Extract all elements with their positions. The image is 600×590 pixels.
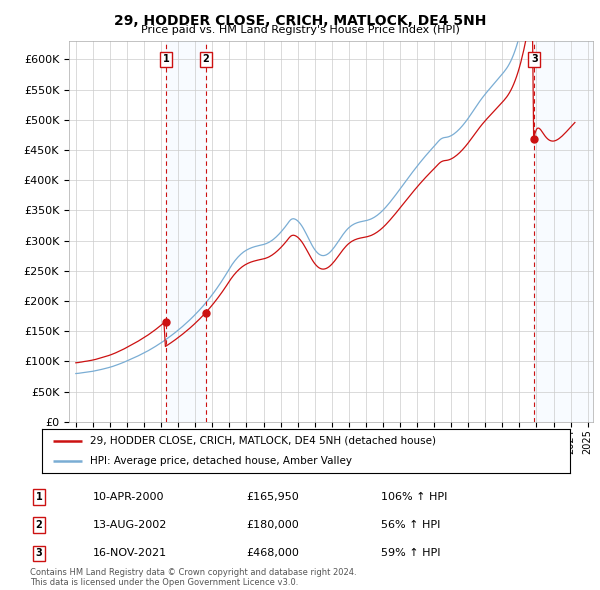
Text: 2: 2 bbox=[35, 520, 43, 530]
Text: 1: 1 bbox=[35, 492, 43, 502]
Text: 3: 3 bbox=[531, 54, 538, 64]
Text: 13-AUG-2002: 13-AUG-2002 bbox=[93, 520, 167, 530]
Text: 29, HODDER CLOSE, CRICH, MATLOCK, DE4 5NH (detached house): 29, HODDER CLOSE, CRICH, MATLOCK, DE4 5N… bbox=[89, 436, 436, 446]
Text: 2: 2 bbox=[202, 54, 209, 64]
Text: 29, HODDER CLOSE, CRICH, MATLOCK, DE4 5NH: 29, HODDER CLOSE, CRICH, MATLOCK, DE4 5N… bbox=[114, 14, 486, 28]
Text: HPI: Average price, detached house, Amber Valley: HPI: Average price, detached house, Ambe… bbox=[89, 456, 352, 466]
Text: 16-NOV-2021: 16-NOV-2021 bbox=[93, 549, 167, 558]
Text: 1: 1 bbox=[163, 54, 169, 64]
Text: £180,000: £180,000 bbox=[246, 520, 299, 530]
Bar bbox=[534, 41, 596, 422]
Text: Price paid vs. HM Land Registry's House Price Index (HPI): Price paid vs. HM Land Registry's House … bbox=[140, 25, 460, 35]
Text: 106% ↑ HPI: 106% ↑ HPI bbox=[381, 492, 448, 502]
Text: £165,950: £165,950 bbox=[246, 492, 299, 502]
Text: 3: 3 bbox=[35, 549, 43, 558]
Text: 10-APR-2000: 10-APR-2000 bbox=[93, 492, 164, 502]
Text: 56% ↑ HPI: 56% ↑ HPI bbox=[381, 520, 440, 530]
Text: £468,000: £468,000 bbox=[246, 549, 299, 558]
Bar bbox=[166, 41, 206, 422]
Text: Contains HM Land Registry data © Crown copyright and database right 2024.
This d: Contains HM Land Registry data © Crown c… bbox=[30, 568, 356, 587]
Text: 59% ↑ HPI: 59% ↑ HPI bbox=[381, 549, 440, 558]
